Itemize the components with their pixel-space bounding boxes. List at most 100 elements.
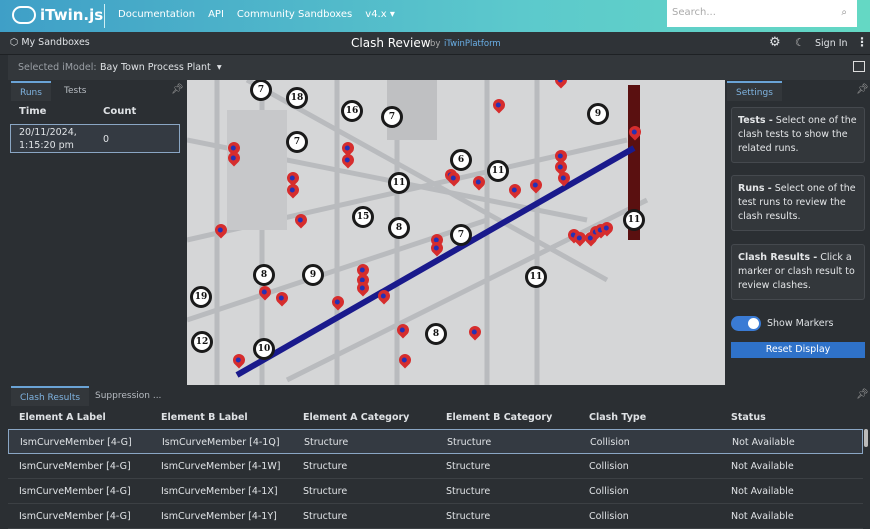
scrollbar[interactable] [864, 429, 868, 447]
pin-icon[interactable]: 📌︎ [171, 84, 184, 95]
by-text: by [430, 39, 441, 49]
clash-count-label[interactable]: 7 [381, 106, 403, 128]
table-cell: Structure [446, 486, 491, 497]
moon-icon[interactable]: ☾ [795, 36, 805, 49]
layout-icon[interactable] [853, 61, 865, 72]
site-header: iTwin.js Documentation API Community San… [0, 0, 870, 32]
imodel-bar: Selected iModel: Bay Town Process Plant … [8, 55, 870, 80]
run-row[interactable]: 20/11/2024, 1:15:20 pm 0 [10, 124, 180, 153]
runs-help-card: Runs - Select one of the test runs to re… [731, 175, 865, 231]
itwin-logo[interactable]: iTwin.js [12, 6, 103, 24]
imodel-select[interactable]: Bay Town Process Plant ▾ [100, 62, 222, 73]
col-count: Count [103, 106, 137, 117]
search-input[interactable]: Search... ⌕ [667, 0, 857, 27]
page-title: Clash Review [351, 36, 431, 50]
clash-count-label[interactable]: 7 [286, 131, 308, 153]
clash-count-label[interactable]: 11 [388, 172, 410, 194]
clash-count-label[interactable]: 9 [302, 264, 324, 286]
table-cell: Not Available [731, 486, 794, 497]
table-cell: Structure [303, 511, 348, 522]
table-cell: Not Available [731, 461, 794, 472]
clash-count-label[interactable]: 11 [525, 266, 547, 288]
run-time: 20/11/2024, 1:15:20 pm [19, 127, 77, 151]
my-sandboxes-link[interactable]: ⬡ My Sandboxes [10, 37, 90, 48]
table-row[interactable]: IsmCurveMember [4-G] IsmCurveMember [4-1W… [8, 454, 863, 479]
clash-count-label[interactable]: 8 [388, 217, 410, 239]
clash-count-label[interactable]: 19 [190, 286, 212, 308]
column-header[interactable]: Status [731, 412, 766, 423]
nav-documentation[interactable]: Documentation [118, 9, 196, 20]
table-row[interactable]: IsmCurveMember [4-G] IsmCurveMember [4-1Q… [8, 429, 863, 454]
clash-count-label[interactable]: 16 [341, 100, 363, 122]
tab-tests[interactable]: Tests [64, 86, 87, 96]
gear-icon[interactable]: ⚙ [769, 35, 781, 50]
clash-count-label[interactable]: 15 [352, 206, 374, 228]
table-cell: Collision [589, 511, 629, 522]
top-nav: Documentation API Community Sandboxes v4… [118, 9, 395, 20]
table-cell: IsmCurveMember [4-G] [19, 461, 131, 472]
nav-community-sandboxes[interactable]: Community Sandboxes [236, 9, 353, 20]
platform-link[interactable]: iTwinPlatform [444, 39, 501, 49]
plant-model [187, 80, 649, 385]
clash-count-label[interactable]: 10 [253, 338, 275, 360]
table-cell: Structure [303, 486, 348, 497]
table-cell: Structure [446, 511, 491, 522]
column-header[interactable]: Element B Category [446, 412, 553, 423]
card-text: Select one of the test runs to review th… [738, 183, 856, 222]
card-title: Clash Results - [738, 252, 818, 263]
clash-count-label[interactable]: 11 [623, 209, 645, 231]
column-header[interactable]: Element A Label [19, 412, 106, 423]
runs-panel: Runs Tests 📌︎ Time Count 20/11/2024, 1:1… [8, 80, 186, 385]
table-cell: Not Available [731, 511, 794, 522]
clash-count-label[interactable]: 12 [191, 331, 213, 353]
show-markers-toggle[interactable] [731, 316, 761, 331]
column-header[interactable]: Element A Category [303, 412, 410, 423]
table-cell: Structure [446, 461, 491, 472]
table-cell: IsmCurveMember [4-G] [19, 511, 131, 522]
clash-count-label[interactable]: 18 [286, 87, 308, 109]
version-dropdown[interactable]: v4.x ▾ [365, 9, 395, 20]
column-header[interactable]: Element B Label [161, 412, 248, 423]
card-title: Tests - [738, 115, 773, 126]
show-markers-label: Show Markers [767, 318, 834, 329]
table-cell: IsmCurveMember [4-1Q] [162, 437, 280, 448]
divider [104, 4, 105, 28]
table-cell: Structure [304, 437, 349, 448]
table-cell: Structure [303, 461, 348, 472]
table-row[interactable]: IsmCurveMember [4-G] IsmCurveMember [4-1Y… [8, 504, 863, 529]
tab-clash-results[interactable]: Clash Results [11, 386, 90, 406]
clash-count-label[interactable]: 9 [587, 103, 609, 125]
table-cell: Collision [590, 437, 630, 448]
table-cell: Collision [589, 461, 629, 472]
tab-runs[interactable]: Runs [11, 81, 51, 101]
card-text: Click a marker or clash result to review… [738, 252, 855, 291]
clash-count-label[interactable]: 11 [487, 160, 509, 182]
table-row[interactable]: IsmCurveMember [4-G] IsmCurveMember [4-1X… [8, 479, 863, 504]
reset-display-button[interactable]: Reset Display [731, 342, 865, 358]
tab-suppression[interactable]: Suppression ... [95, 391, 162, 401]
search-icon: ⌕ [841, 7, 847, 18]
card-text: Select one of the clash tests to show th… [738, 115, 857, 154]
tests-help-card: Tests - Select one of the clash tests to… [731, 107, 865, 163]
logo-text: iTwin.js [40, 6, 104, 24]
table-cell: IsmCurveMember [4-1Y] [161, 511, 277, 522]
tab-settings[interactable]: Settings [727, 81, 782, 101]
search-placeholder: Search... [672, 7, 716, 18]
clash-beam [235, 145, 636, 378]
clash-count-label[interactable]: 6 [450, 149, 472, 171]
clash-count-label[interactable]: 8 [425, 323, 447, 345]
3d-viewport[interactable]: 7 18 16 7 9 7 6 11 11 15 8 7 11 8 9 11 19 8 12 10 [187, 80, 725, 385]
sandbox-toolbar: ⬡ My Sandboxes Clash Review by iTwinPlat… [0, 32, 870, 55]
clash-count-label[interactable]: 7 [450, 224, 472, 246]
nav-api[interactable]: API [208, 9, 224, 20]
pin-icon[interactable]: 📌︎ [856, 389, 869, 400]
clash-count-label[interactable]: 7 [250, 80, 272, 101]
cloud-icon [12, 6, 36, 24]
imodel-label: Selected iModel: [18, 62, 97, 73]
column-header[interactable]: Clash Type [589, 412, 647, 423]
more-icon[interactable]: ⋮ [856, 35, 868, 49]
pin-icon[interactable]: 📌︎ [856, 84, 869, 95]
sign-in-button[interactable]: Sign In [815, 38, 848, 49]
clash-count-label[interactable]: 8 [253, 264, 275, 286]
imodel-value: Bay Town Process Plant [100, 62, 211, 73]
